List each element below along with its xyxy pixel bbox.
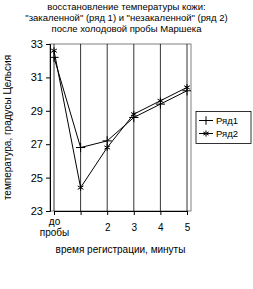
- grid-line: [133, 44, 134, 211]
- x-tick: [81, 211, 82, 215]
- x-tick-label: допробы: [40, 216, 69, 238]
- x-tick: 2: [105, 211, 111, 233]
- x-tick-label-line: пробы: [40, 227, 69, 238]
- x-tick-mark: [107, 211, 108, 215]
- legend-marker: [203, 130, 208, 136]
- series-marker: [51, 47, 57, 54]
- x-tick-label: 2: [105, 222, 111, 233]
- y-tick-mark: [46, 211, 50, 212]
- legend-label: Ряд2: [216, 128, 238, 139]
- y-tick-mark: [46, 111, 50, 112]
- x-tick: 4: [158, 211, 164, 233]
- x-tick-label: 5: [185, 222, 191, 233]
- y-tick-label: 25: [31, 172, 43, 184]
- x-tick-label: 4: [158, 222, 164, 233]
- x-tick-mark: [81, 211, 82, 215]
- y-axis: 23 25 27 29 31 33: [31, 38, 51, 217]
- series-marker: [104, 144, 110, 151]
- x-tick-mark: [134, 211, 135, 215]
- chart: восстановление температуры кожи:"закален…: [0, 0, 253, 289]
- x-tick-mark: [54, 211, 55, 215]
- x-tick: 5: [185, 211, 191, 233]
- y-tick-mark: [46, 77, 50, 78]
- x-tick-label: 3: [132, 222, 138, 233]
- y-tick-label: 23: [31, 205, 43, 217]
- grid-line: [54, 44, 55, 211]
- series-marker: [78, 184, 84, 191]
- plot-area: [50, 47, 191, 191]
- series-marker: [131, 111, 137, 118]
- grid-line: [107, 44, 108, 211]
- legend-label: Ряд1: [216, 115, 238, 126]
- series-line: [54, 51, 187, 188]
- y-tick: 27: [31, 138, 50, 150]
- x-axis-line: [55, 212, 188, 216]
- title: восстановление температуры кожи:"закален…: [25, 1, 227, 34]
- y-tick: 33: [31, 38, 50, 50]
- y-tick-label: 27: [31, 138, 43, 150]
- y-axis-title: температура, градусы Цельсия: [2, 55, 13, 200]
- y-axis-line: [46, 45, 51, 212]
- y-tick: 29: [31, 105, 50, 117]
- y-tick-mark: [46, 178, 50, 179]
- legend-marker: [202, 116, 211, 125]
- y-tick-mark: [46, 144, 50, 145]
- x-tick-label-line: до: [49, 216, 61, 227]
- x-axis-title: время регистрации, минуты: [56, 244, 186, 255]
- series-marker: [158, 97, 164, 104]
- y-tick-label: 29: [31, 105, 43, 117]
- series-line: [54, 57, 187, 147]
- grid-line: [160, 44, 161, 211]
- legend-box: [196, 112, 251, 144]
- y-tick-label: 31: [31, 71, 43, 83]
- series-marker: [184, 84, 190, 91]
- y-tick-mark: [46, 44, 50, 45]
- title-line: после холодовой пробы Маршека: [52, 23, 203, 34]
- x-axis: допробы 2 3 4 5: [40, 211, 191, 238]
- series-marker: [76, 143, 85, 152]
- legend: Ряд1 Ряд2: [196, 112, 251, 144]
- grid-line: [187, 44, 188, 211]
- x-tick: допробы: [40, 211, 69, 238]
- y-tick: 25: [31, 172, 50, 184]
- y-tick-label: 33: [31, 38, 43, 50]
- x-tick-mark: [187, 211, 188, 215]
- title-line: восстановление температуры кожи:: [47, 1, 205, 12]
- y-tick: 23: [31, 205, 50, 217]
- x-tick-mark: [160, 211, 161, 215]
- x-tick: 3: [132, 211, 138, 233]
- title-line: "закаленной" (ряд 1) и "незакаленной" (р…: [25, 12, 227, 23]
- plot-frame: [50, 44, 191, 211]
- y-tick: 31: [31, 71, 50, 83]
- grid: [54, 44, 187, 211]
